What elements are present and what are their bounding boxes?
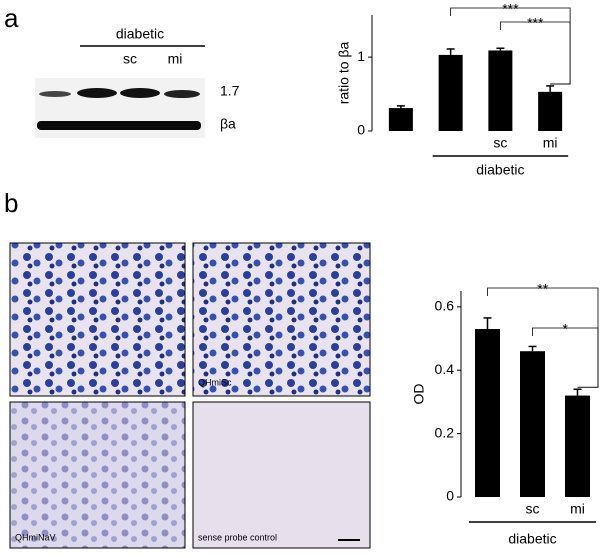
lane-label: sc: [123, 51, 137, 67]
significance-bracket: [499, 21, 571, 85]
bar: [565, 395, 590, 497]
x-tick-label: mi: [570, 501, 585, 517]
y-tick-label: 0.4: [435, 361, 455, 377]
significance-bracket: [532, 327, 599, 388]
y-tick-label: 0.6: [435, 298, 455, 314]
blot-image: [35, 78, 205, 138]
micrograph-grid: [9, 242, 371, 549]
bar: [475, 329, 500, 497]
significance-label: ***: [502, 1, 519, 17]
y-tick-label: 0: [357, 122, 365, 138]
significance-label: **: [537, 281, 548, 297]
panel-label: a: [4, 3, 19, 33]
y-tick-label: 0: [446, 488, 454, 504]
bar: [388, 108, 413, 131]
micrograph-label: QHmiSc: [198, 377, 232, 387]
bar: [538, 91, 563, 131]
group-label: diabetic: [508, 531, 556, 547]
x-tick-label: sc: [526, 501, 540, 517]
bar: [488, 50, 513, 132]
micrograph-label: sense probe control: [198, 532, 277, 542]
band-label: 1.7: [220, 83, 240, 99]
x-tick-label: sc: [493, 135, 507, 151]
significance-label: ***: [527, 15, 544, 31]
lane-label: mi: [168, 51, 183, 67]
micrograph-label: QHmiNaV: [15, 532, 56, 542]
group-label: diabetic: [476, 162, 524, 178]
blot-group-label: diabetic: [116, 26, 164, 42]
bar: [438, 54, 463, 132]
panel-label: b: [4, 188, 18, 218]
y-axis-label: OD: [411, 384, 427, 405]
y-tick-label: 0.2: [435, 424, 455, 440]
significance-label: *: [563, 321, 569, 337]
x-tick-label: mi: [543, 135, 558, 151]
bar: [520, 351, 545, 497]
y-tick-label: 1: [357, 48, 365, 64]
y-axis-label: ratio to βa: [336, 42, 352, 105]
band-label: βa: [220, 116, 236, 132]
